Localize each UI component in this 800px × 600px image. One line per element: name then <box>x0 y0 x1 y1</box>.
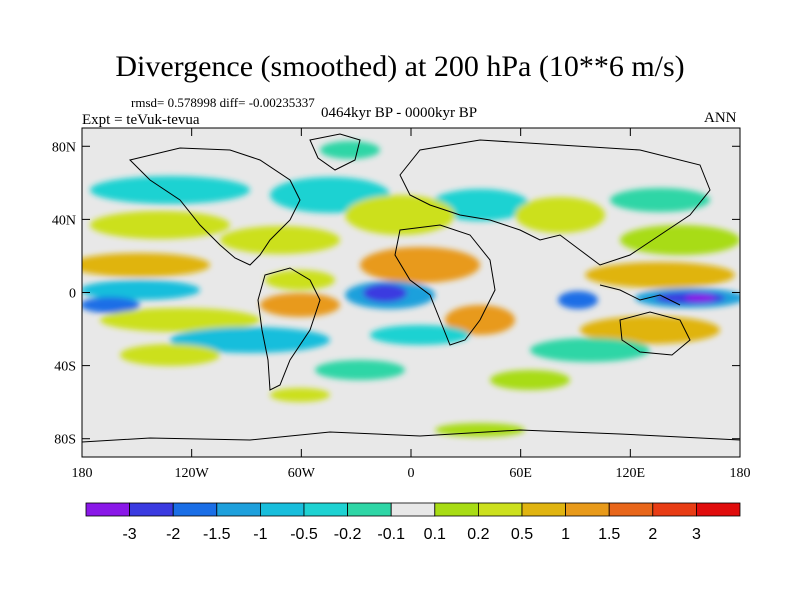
field-blob <box>558 291 598 309</box>
colorbar-label: 0.1 <box>424 526 446 543</box>
coastline-south-america <box>257 267 321 391</box>
colorbar-label: 1.5 <box>598 526 620 543</box>
field-blob <box>315 360 405 380</box>
coastline-africa <box>394 224 496 346</box>
y-tick-label: 80N <box>52 140 76 155</box>
y-tick-label: 80S <box>54 433 76 448</box>
x-tick-label: 120W <box>175 466 210 481</box>
field-blob <box>490 370 570 390</box>
x-tick-label: 60W <box>288 466 316 481</box>
experiment-label: Expt = teVuk-tevua <box>82 112 200 128</box>
field-blob <box>363 284 407 302</box>
x-tick-label: 180 <box>72 466 93 481</box>
field-blob <box>170 327 330 353</box>
colorbar-swatch <box>216 502 261 517</box>
colorbar-label: 0.5 <box>511 526 533 543</box>
map-panel: 180 120W 60W 0 60E 120E 180 80N 40N 0 40S 80S <box>52 127 751 481</box>
field-blob <box>270 388 330 402</box>
colorbar-label: -0.5 <box>290 526 318 543</box>
colorbar-label: -1 <box>253 526 267 543</box>
colorbar-label: 0.2 <box>467 526 489 543</box>
coastline-eurasia <box>399 139 711 266</box>
colorbar-swatch <box>434 502 479 517</box>
divergence-field <box>82 141 740 437</box>
field-blob <box>585 262 735 288</box>
coastline-north-america <box>129 147 301 266</box>
x-tick-label: 120E <box>616 466 646 481</box>
colorbar-swatch <box>696 502 741 517</box>
field-blob <box>345 195 455 235</box>
colorbar-swatch <box>608 502 654 517</box>
field-blob <box>120 344 220 366</box>
colorbar-label: -0.2 <box>334 526 362 543</box>
y-tick-label: 0 <box>69 287 76 302</box>
x-axis-ticks: 180 120W 60W 0 60E 120E 180 <box>72 128 751 481</box>
colorbar-label: 1 <box>561 526 570 543</box>
colorbar-swatch <box>565 502 610 517</box>
colorbar-swatch <box>85 502 130 517</box>
period-label: 0464kyr BP - 0000kyr BP <box>321 105 478 121</box>
season-label: ANN <box>704 110 737 126</box>
stats-text: rmsd= 0.578998 diff= -0.00235337 <box>131 95 315 110</box>
colorbar-swatch <box>172 502 218 517</box>
field-blob <box>265 270 335 290</box>
y-tick-label: 40S <box>54 360 76 375</box>
field-blob <box>90 211 230 239</box>
colorbar-label: -3 <box>122 526 136 543</box>
field-blob <box>515 197 605 233</box>
colorbar-swatch <box>390 502 436 517</box>
colorbar-label: 3 <box>692 526 701 543</box>
field-blob <box>370 325 470 345</box>
coastlines <box>82 133 740 443</box>
x-tick-label: 60E <box>509 466 532 481</box>
field-blob <box>82 253 210 277</box>
x-tick-label: 180 <box>730 466 751 481</box>
coastline-southeast-asia <box>599 284 681 306</box>
map-title: Divergence (smoothed) at 200 hPa (10**6 … <box>115 50 685 83</box>
x-tick-label: 0 <box>408 466 415 481</box>
field-blob <box>610 188 710 212</box>
coastline-antarctica <box>82 429 740 443</box>
field-blob <box>435 423 525 437</box>
y-tick-label: 40N <box>52 213 76 228</box>
field-blob <box>260 293 340 317</box>
field-blob <box>220 226 340 254</box>
field-blob <box>82 280 200 300</box>
colorbar-swatch <box>259 502 305 517</box>
coastline-greenland <box>309 133 361 171</box>
field-blob <box>530 338 650 362</box>
colorbar-swatch <box>347 502 392 517</box>
colorbar-swatch <box>652 502 697 517</box>
field-blob <box>360 247 480 283</box>
coastline-australia <box>619 311 691 356</box>
colorbar-label: -2 <box>166 526 180 543</box>
field-blob <box>685 294 715 302</box>
colorbar-label: -1.5 <box>203 526 231 543</box>
field-blob <box>580 316 720 344</box>
colorbar-swatch <box>477 502 523 517</box>
field-blob <box>320 141 380 159</box>
field-blob <box>620 225 740 255</box>
field-blob <box>90 176 250 204</box>
field-blob <box>100 308 260 332</box>
colorbar-swatch <box>303 502 348 517</box>
field-blob <box>82 297 140 313</box>
colorbar-swatch <box>521 502 566 517</box>
colorbar-label: -0.1 <box>377 526 405 543</box>
colorbar-label: 2 <box>648 526 657 543</box>
colorbar-swatch <box>129 502 174 517</box>
y-axis-ticks: 80N 40N 0 40S 80S <box>52 140 740 448</box>
colorbar: -3 -2 -1.5 -1 -0.5 -0.2 -0.1 0.1 0.2 0.5 1 1.5 2 3 <box>85 502 741 543</box>
